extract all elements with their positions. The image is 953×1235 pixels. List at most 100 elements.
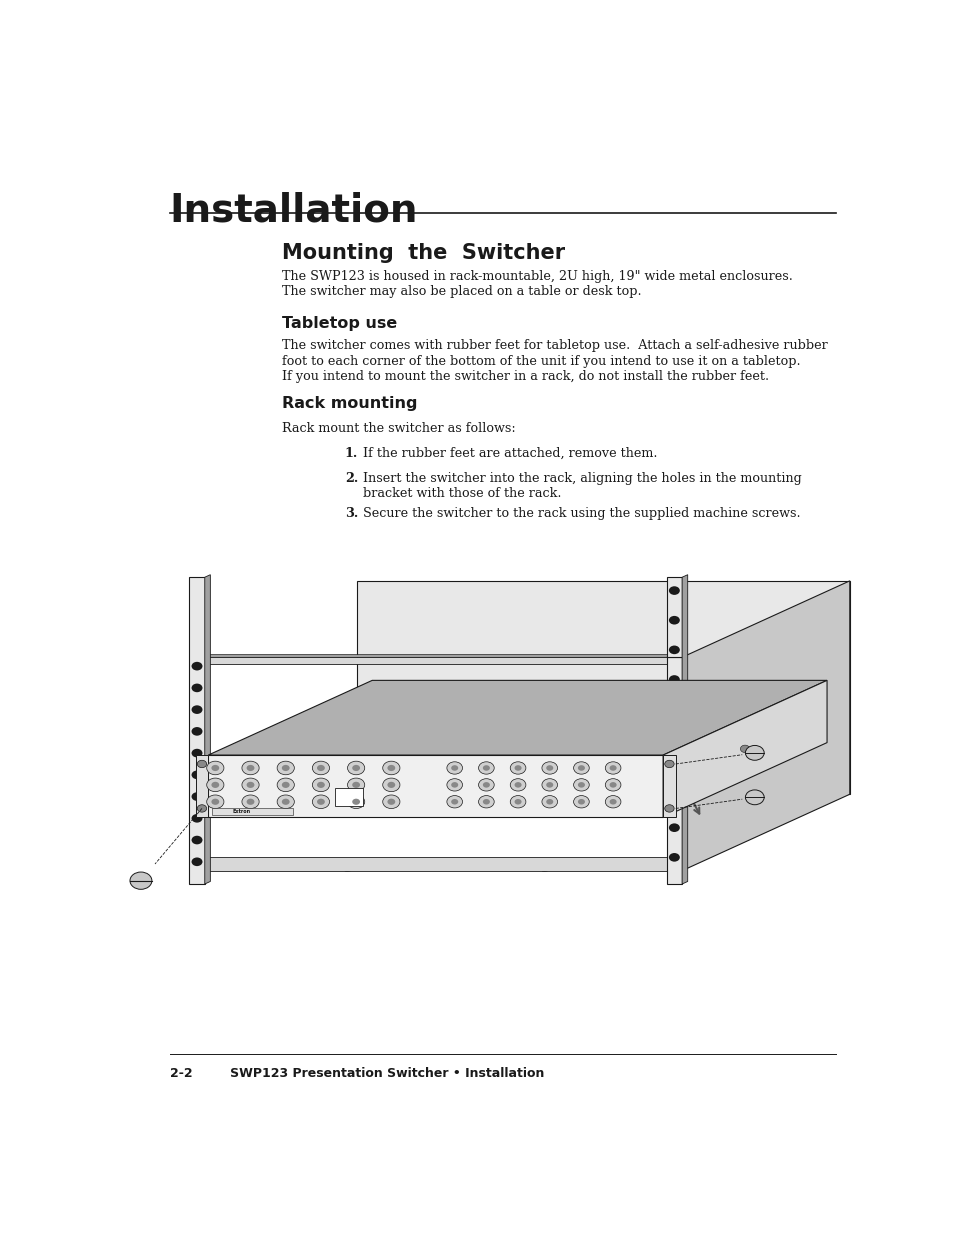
Polygon shape bbox=[356, 580, 849, 794]
Text: Figure 2-1  —  Rack mounting the SWP123: Figure 2-1 — Rack mounting the SWP123 bbox=[331, 858, 646, 872]
Circle shape bbox=[482, 799, 490, 804]
Circle shape bbox=[541, 762, 557, 774]
Polygon shape bbox=[681, 580, 849, 871]
Circle shape bbox=[247, 799, 254, 805]
Circle shape bbox=[609, 766, 616, 771]
Circle shape bbox=[316, 799, 325, 805]
Circle shape bbox=[664, 805, 674, 813]
Text: The SWP123 is housed in rack-mountable, 2U high, 19" wide metal enclosures.: The SWP123 is housed in rack-mountable, … bbox=[282, 270, 792, 283]
Circle shape bbox=[312, 795, 329, 809]
Circle shape bbox=[668, 853, 679, 862]
Circle shape bbox=[451, 782, 457, 788]
Circle shape bbox=[578, 799, 584, 804]
Circle shape bbox=[316, 782, 325, 788]
Circle shape bbox=[668, 824, 679, 832]
Circle shape bbox=[668, 676, 679, 684]
Text: The switcher comes with rubber feet for tabletop use.  Attach a self-adhesive ru: The switcher comes with rubber feet for … bbox=[282, 340, 827, 352]
Circle shape bbox=[668, 587, 679, 595]
Circle shape bbox=[192, 684, 202, 693]
Circle shape bbox=[347, 778, 364, 792]
Polygon shape bbox=[681, 574, 687, 884]
Polygon shape bbox=[208, 680, 826, 755]
Circle shape bbox=[352, 782, 359, 788]
Circle shape bbox=[192, 705, 202, 714]
Circle shape bbox=[247, 782, 254, 788]
Circle shape bbox=[276, 778, 294, 792]
Circle shape bbox=[446, 779, 462, 792]
Polygon shape bbox=[189, 577, 205, 884]
Circle shape bbox=[546, 766, 553, 771]
Circle shape bbox=[541, 779, 557, 792]
Circle shape bbox=[382, 778, 399, 792]
Circle shape bbox=[247, 764, 254, 771]
Polygon shape bbox=[205, 657, 666, 664]
Circle shape bbox=[604, 779, 620, 792]
Text: Rack mounting: Rack mounting bbox=[282, 396, 417, 411]
Circle shape bbox=[281, 799, 290, 805]
Circle shape bbox=[192, 727, 202, 736]
Circle shape bbox=[212, 764, 219, 771]
Circle shape bbox=[451, 766, 457, 771]
Circle shape bbox=[382, 795, 399, 809]
Circle shape bbox=[276, 761, 294, 774]
Polygon shape bbox=[662, 680, 826, 818]
Circle shape bbox=[740, 745, 749, 752]
Polygon shape bbox=[205, 655, 672, 657]
Circle shape bbox=[668, 794, 679, 803]
Circle shape bbox=[482, 766, 490, 771]
Circle shape bbox=[451, 799, 457, 804]
Polygon shape bbox=[205, 574, 210, 884]
Circle shape bbox=[130, 872, 152, 889]
Circle shape bbox=[514, 766, 521, 771]
Circle shape bbox=[478, 762, 494, 774]
Circle shape bbox=[744, 746, 763, 761]
Circle shape bbox=[382, 761, 399, 774]
Circle shape bbox=[192, 771, 202, 779]
Circle shape bbox=[242, 795, 259, 809]
Text: Insert the switcher into the rack, aligning the holes in the mounting: Insert the switcher into the rack, align… bbox=[363, 472, 801, 484]
Circle shape bbox=[347, 761, 364, 774]
Circle shape bbox=[192, 857, 202, 866]
Circle shape bbox=[578, 766, 584, 771]
Circle shape bbox=[573, 795, 589, 808]
Circle shape bbox=[276, 795, 294, 809]
Circle shape bbox=[192, 836, 202, 845]
Circle shape bbox=[609, 782, 616, 788]
Circle shape bbox=[212, 799, 219, 805]
Circle shape bbox=[668, 735, 679, 743]
Circle shape bbox=[514, 799, 521, 804]
Circle shape bbox=[352, 799, 359, 805]
Text: 2.: 2. bbox=[344, 472, 357, 484]
Circle shape bbox=[387, 764, 395, 771]
Circle shape bbox=[478, 795, 494, 808]
Circle shape bbox=[510, 779, 525, 792]
Circle shape bbox=[192, 748, 202, 757]
Circle shape bbox=[478, 779, 494, 792]
Circle shape bbox=[664, 761, 674, 768]
Circle shape bbox=[541, 795, 557, 808]
Circle shape bbox=[510, 795, 525, 808]
Circle shape bbox=[387, 799, 395, 805]
Circle shape bbox=[514, 782, 521, 788]
Circle shape bbox=[604, 762, 620, 774]
Circle shape bbox=[312, 778, 329, 792]
Circle shape bbox=[207, 778, 224, 792]
Circle shape bbox=[347, 795, 364, 809]
Text: If you intend to mount the switcher in a rack, do not install the rubber feet.: If you intend to mount the switcher in a… bbox=[282, 369, 768, 383]
Circle shape bbox=[482, 782, 490, 788]
Circle shape bbox=[192, 814, 202, 823]
Text: Rack mount the switcher as follows:: Rack mount the switcher as follows: bbox=[282, 422, 516, 435]
Circle shape bbox=[192, 662, 202, 671]
Circle shape bbox=[312, 761, 329, 774]
Circle shape bbox=[197, 761, 207, 768]
Text: Tabletop use: Tabletop use bbox=[282, 316, 396, 331]
Circle shape bbox=[387, 782, 395, 788]
Polygon shape bbox=[662, 755, 675, 818]
Text: Mounting  the  Switcher: Mounting the Switcher bbox=[282, 243, 564, 263]
Circle shape bbox=[668, 646, 679, 655]
Circle shape bbox=[546, 799, 553, 804]
Text: The switcher may also be placed on a table or desk top.: The switcher may also be placed on a tab… bbox=[282, 285, 640, 298]
Polygon shape bbox=[666, 577, 681, 657]
Circle shape bbox=[281, 764, 290, 771]
Polygon shape bbox=[205, 857, 666, 871]
